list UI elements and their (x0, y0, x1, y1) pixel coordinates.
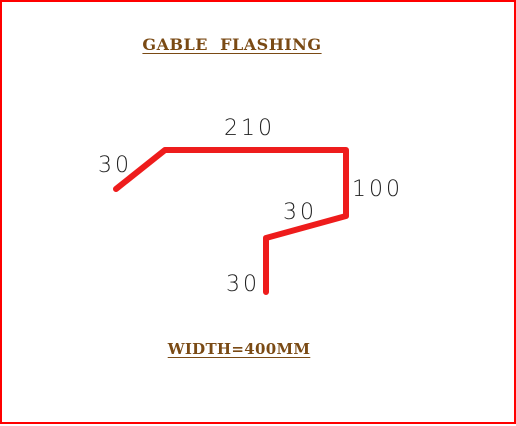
dimension-first-lip: 30 (98, 153, 132, 178)
dimension-slope: 30 (283, 200, 317, 225)
drawing-title: GABLE FLASHING (142, 35, 322, 54)
dimension-bottom-leg: 30 (226, 272, 260, 297)
dimension-right-drop: 100 (352, 177, 403, 202)
width-label: WIDTH=400MM (167, 340, 311, 358)
flashing-profile-line (113, 147, 349, 295)
dimension-top: 210 (224, 116, 275, 141)
